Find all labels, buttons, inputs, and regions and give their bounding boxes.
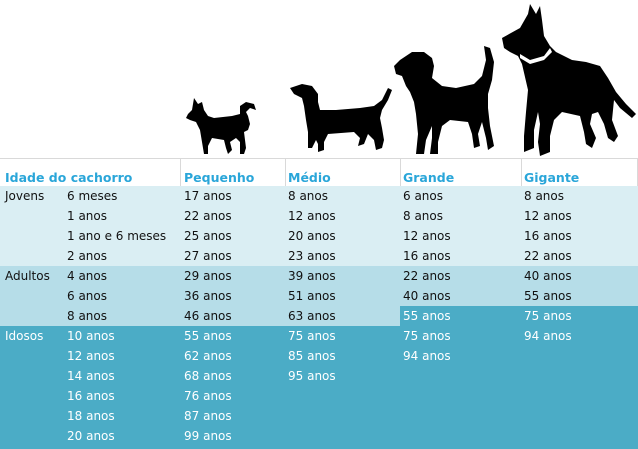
grid-line — [0, 158, 638, 159]
cell-large: 40 anos — [403, 289, 451, 303]
cell-age: 1 anos — [67, 209, 108, 223]
idosos-band-large-giant — [400, 306, 638, 326]
cell-age: 1 ano e 6 meses — [67, 229, 167, 243]
cell-large: 16 anos — [403, 249, 451, 263]
cell-large: 55 anos — [403, 309, 451, 323]
cell-small: 36 anos — [184, 289, 232, 303]
cell-age: 8 anos — [67, 309, 108, 323]
cell-giant: 22 anos — [524, 249, 572, 263]
cell-small: 68 anos — [184, 369, 232, 383]
cell-giant: 94 anos — [524, 329, 572, 343]
group-label-idosos: Idosos — [5, 329, 44, 343]
group-label-jovens: Jovens — [5, 189, 45, 203]
cell-age: 2 anos — [67, 249, 108, 263]
cell-large: 8 anos — [403, 209, 444, 223]
chihuahua-silhouette-icon — [186, 98, 256, 154]
table-row: 18 anos 87 anos — [0, 406, 638, 426]
table-row: 2 anos 27 anos 23 anos 16 anos 22 anos — [0, 246, 638, 266]
table-row: 1 anos 22 anos 12 anos 8 anos 12 anos — [0, 206, 638, 226]
cell-age: 10 anos — [67, 329, 115, 343]
cell-small: 29 anos — [184, 269, 232, 283]
header-giant: Gigante — [524, 170, 580, 185]
cell-giant: 40 anos — [524, 269, 572, 283]
table-row: 8 anos 46 anos 63 anos 55 anos 75 anos — [0, 306, 638, 326]
jovens-band — [0, 186, 638, 266]
cell-age: 20 anos — [67, 429, 115, 443]
cell-small: 22 anos — [184, 209, 232, 223]
dog-illustrations — [0, 0, 638, 160]
dachshund-silhouette-icon — [290, 84, 392, 152]
table-row: 16 anos 76 anos — [0, 386, 638, 406]
cell-small: 27 anos — [184, 249, 232, 263]
cell-medium: 85 anos — [288, 349, 336, 363]
header-large: Grande — [403, 170, 455, 185]
cell-age: 18 anos — [67, 409, 115, 423]
cell-medium: 39 anos — [288, 269, 336, 283]
cell-large: 75 anos — [403, 329, 451, 343]
cell-small: 55 anos — [184, 329, 232, 343]
cell-medium: 95 anos — [288, 369, 336, 383]
cell-giant: 12 anos — [524, 209, 572, 223]
header-medium: Médio — [288, 170, 331, 185]
header-small: Pequenho — [184, 170, 255, 185]
cell-medium: 51 anos — [288, 289, 336, 303]
cell-large: 94 anos — [403, 349, 451, 363]
idosos-band — [0, 326, 638, 449]
cell-giant: 16 anos — [524, 229, 572, 243]
grid-line — [400, 158, 401, 186]
adultos-band-row3 — [0, 306, 400, 326]
grid-line — [180, 158, 181, 186]
cell-age: 12 anos — [67, 349, 115, 363]
table-header: Idade do cachorro Pequenho Médio Grande … — [0, 168, 638, 188]
table-row: 14 anos 68 anos 95 anos — [0, 366, 638, 386]
cell-small: 87 anos — [184, 409, 232, 423]
cell-medium: 12 anos — [288, 209, 336, 223]
table-row: 6 anos 36 anos 51 anos 40 anos 55 anos — [0, 286, 638, 306]
cell-small: 99 anos — [184, 429, 232, 443]
cell-small: 62 anos — [184, 349, 232, 363]
cell-large: 12 anos — [403, 229, 451, 243]
cell-age: 16 anos — [67, 389, 115, 403]
cell-giant: 75 anos — [524, 309, 572, 323]
group-label-adultos: Adultos — [5, 269, 50, 283]
cell-giant: 8 anos — [524, 189, 565, 203]
table-row: 12 anos 62 anos 85 anos 94 anos — [0, 346, 638, 366]
table-row: 6 meses 17 anos 8 anos 6 anos 8 anos — [0, 186, 638, 206]
cell-small: 25 anos — [184, 229, 232, 243]
cell-small: 76 anos — [184, 389, 232, 403]
cell-large: 6 anos — [403, 189, 444, 203]
cell-age: 6 anos — [67, 289, 108, 303]
table-row: 10 anos 55 anos 75 anos 75 anos 94 anos — [0, 326, 638, 346]
cell-medium: 23 anos — [288, 249, 336, 263]
beagle-silhouette-icon — [394, 46, 494, 154]
adultos-band — [0, 266, 638, 306]
cell-age: 14 anos — [67, 369, 115, 383]
cell-medium: 63 anos — [288, 309, 336, 323]
cell-small: 46 anos — [184, 309, 232, 323]
great-dane-silhouette-icon — [502, 4, 636, 156]
cell-age: 6 meses — [67, 189, 118, 203]
grid-line — [521, 158, 522, 186]
header-age: Idade do cachorro — [5, 170, 133, 185]
table-row: 1 ano e 6 meses 25 anos 20 anos 12 anos 16 a… — [0, 226, 638, 246]
cell-medium: 20 anos — [288, 229, 336, 243]
cell-medium: 75 anos — [288, 329, 336, 343]
grid-line — [285, 158, 286, 186]
cell-medium: 8 anos — [288, 189, 329, 203]
table-row: 4 anos 29 anos 39 anos 22 anos 40 anos — [0, 266, 638, 286]
table-row: 20 anos 99 anos — [0, 426, 638, 446]
cell-small: 17 anos — [184, 189, 232, 203]
cell-age: 4 anos — [67, 269, 108, 283]
cell-giant: 55 anos — [524, 289, 572, 303]
cell-large: 22 anos — [403, 269, 451, 283]
